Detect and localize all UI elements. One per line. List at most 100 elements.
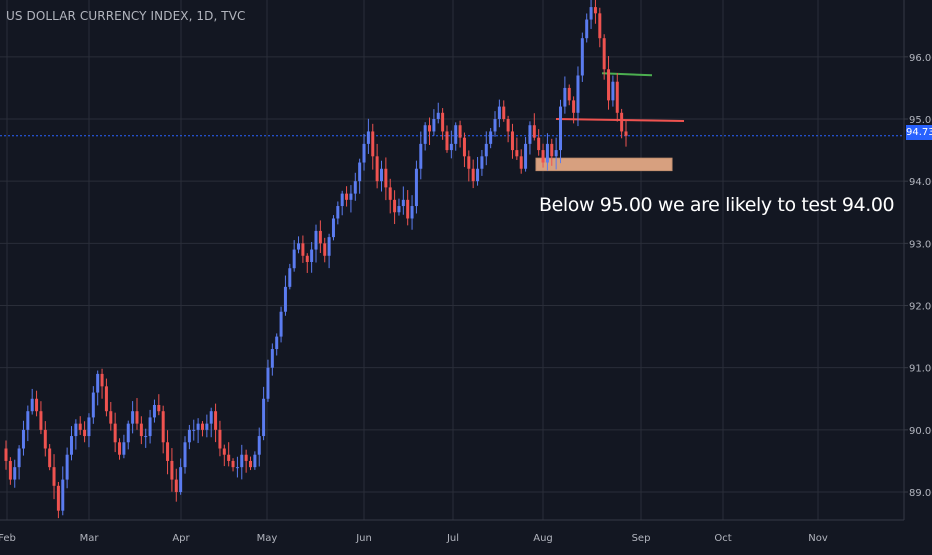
candle-body xyxy=(484,143,488,157)
candle-body xyxy=(30,398,34,412)
candle-body xyxy=(331,218,335,238)
current-price-tag: 94.73 xyxy=(906,125,932,140)
candle-body xyxy=(43,429,47,449)
candle-body xyxy=(441,112,445,132)
candle-body xyxy=(345,193,349,200)
candle-body xyxy=(585,19,589,39)
candle-body xyxy=(214,411,218,430)
candle-body xyxy=(48,448,52,468)
candle-body xyxy=(506,119,510,132)
x-tick-label: Oct xyxy=(714,533,731,544)
candle-body xyxy=(423,125,427,144)
candle-body xyxy=(52,467,56,486)
candle-body xyxy=(21,429,25,449)
axes: 89.00 90.00 91.00 92.00 93.00 94.00 95.00 96.00… xyxy=(0,53,932,544)
candle-body xyxy=(593,7,597,14)
candle-body xyxy=(615,81,619,113)
candle-body xyxy=(379,168,383,182)
candle-body xyxy=(131,411,135,424)
candle-body xyxy=(96,373,100,393)
candle-body xyxy=(244,454,248,461)
candle-body xyxy=(524,143,528,169)
candle-body xyxy=(161,411,165,443)
x-tick-label: Nov xyxy=(808,533,828,544)
candle-body xyxy=(611,81,615,101)
candle-body xyxy=(218,429,222,449)
candle-body xyxy=(528,125,532,144)
candle-body xyxy=(580,38,584,76)
y-tick-label: 93.00 xyxy=(909,239,932,250)
candle-body xyxy=(559,106,563,151)
candle-body xyxy=(262,398,266,437)
x-tick-label: Mar xyxy=(80,533,100,544)
candle-body xyxy=(489,131,493,144)
candle-body xyxy=(532,125,536,138)
candle-body xyxy=(318,230,322,244)
gridlines xyxy=(0,0,904,520)
candle-body xyxy=(253,454,257,468)
candle-body xyxy=(109,411,113,424)
candle-body xyxy=(183,442,187,468)
candle-body xyxy=(39,411,43,430)
candle-body xyxy=(122,442,126,455)
candle-body xyxy=(135,411,139,424)
candle-body xyxy=(445,131,449,151)
candle-body xyxy=(200,423,204,430)
candle-body xyxy=(91,392,95,418)
candle-body xyxy=(414,168,418,207)
candle-body xyxy=(179,467,183,493)
candle-body xyxy=(174,479,178,493)
candle-body xyxy=(436,112,440,120)
candle-body xyxy=(620,112,624,132)
candle-body xyxy=(502,106,506,120)
candle-body xyxy=(126,423,130,443)
candle-body xyxy=(358,162,362,182)
candle-body xyxy=(340,193,344,207)
candle-body xyxy=(222,448,226,455)
y-tick-label: 89.00 xyxy=(909,488,932,499)
candle-body xyxy=(624,131,628,136)
candle-body xyxy=(240,454,244,468)
candle-body xyxy=(139,423,143,437)
candle-body xyxy=(449,143,453,151)
candle-body xyxy=(576,75,580,113)
candle-body xyxy=(187,429,191,443)
candle-body xyxy=(550,143,554,157)
candle-body xyxy=(87,417,91,437)
candle-body xyxy=(56,485,60,511)
resistance-line xyxy=(555,118,685,123)
candle-body xyxy=(152,404,156,418)
y-tick-label: 90.00 xyxy=(909,426,932,437)
candle-body xyxy=(157,404,161,412)
y-tick-label: 95.00 xyxy=(909,115,932,126)
candle-body xyxy=(144,436,148,438)
candle-body xyxy=(270,349,274,368)
candle-body xyxy=(35,398,39,412)
candle-body xyxy=(118,442,122,455)
candle-body xyxy=(292,249,296,269)
y-tick-label: 96.00 xyxy=(909,53,932,64)
y-tick-label: 94.00 xyxy=(909,177,932,188)
candle-body xyxy=(388,187,392,200)
candle-body xyxy=(541,150,545,163)
candle-body xyxy=(249,460,253,468)
candle-body xyxy=(4,448,8,461)
x-tick-label: Jul xyxy=(446,533,459,544)
candle-body xyxy=(83,429,87,437)
candle-body xyxy=(305,255,309,262)
candle-body xyxy=(301,243,305,256)
candle-body xyxy=(323,243,327,256)
candle-body xyxy=(554,150,558,157)
candle-body xyxy=(362,143,366,163)
x-tick-label: May xyxy=(257,533,278,544)
candle-body xyxy=(537,137,541,151)
candle-body xyxy=(349,193,353,200)
candle-body xyxy=(275,336,279,350)
candle-body xyxy=(471,168,475,182)
candle-body xyxy=(314,230,318,250)
candle-body xyxy=(235,467,239,469)
candle-body xyxy=(410,206,414,219)
candle-body xyxy=(393,199,397,213)
candle-body xyxy=(545,143,549,163)
candle-body xyxy=(310,249,314,262)
